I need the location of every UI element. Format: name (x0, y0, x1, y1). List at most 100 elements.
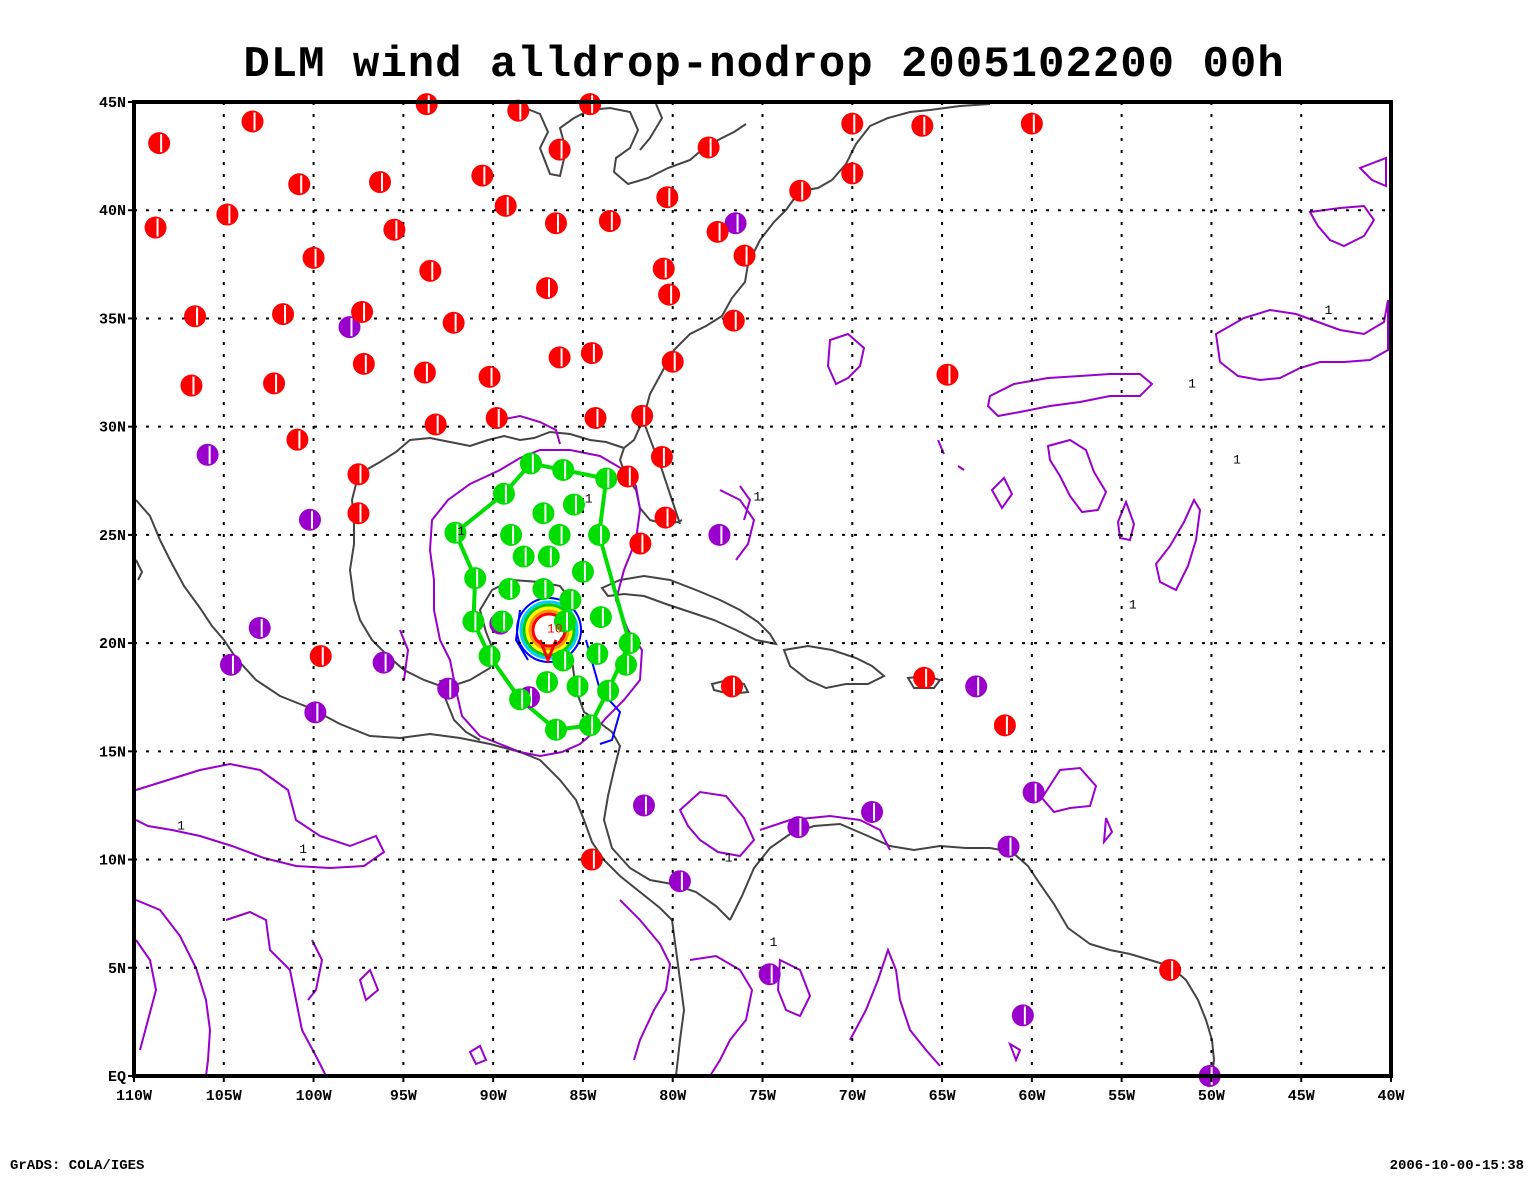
dropsonde-marker (589, 606, 612, 629)
render-timestamp: 2006-10-00-15:38 (1389, 1158, 1524, 1174)
raob-station-marker (144, 216, 167, 239)
surface-station-marker (724, 212, 747, 235)
y-tick-label: 35N (99, 311, 126, 328)
dropsonde-marker (509, 688, 532, 711)
raob-station-marker (216, 203, 239, 226)
raob-station-marker (494, 194, 517, 217)
y-tick-label: EQ (108, 1069, 126, 1086)
dropsonde-marker (588, 523, 611, 546)
lat-lon-grid (134, 102, 1391, 1076)
raob-station-marker (413, 361, 436, 384)
raob-station-marker (288, 173, 311, 196)
dropsonde-marker (552, 649, 575, 672)
raob-station-marker (548, 346, 571, 369)
raob-station-marker (352, 352, 375, 375)
dropsonde-marker (548, 523, 571, 546)
raob-station-marker (661, 350, 684, 373)
raob-station-marker (993, 714, 1016, 737)
x-tick-label: 110W (116, 1088, 152, 1105)
dropsonde-marker (464, 567, 487, 590)
x-tick-label: 40W (1377, 1088, 1404, 1105)
raob-station-marker (347, 502, 370, 525)
surface-station-marker (708, 523, 731, 546)
dropsonde-marker (562, 493, 585, 516)
surface-station-marker (965, 675, 988, 698)
dropsonde-marker (586, 642, 609, 665)
raob-station-marker (658, 283, 681, 306)
raob-station-marker (507, 99, 530, 122)
raob-station-marker (424, 413, 447, 436)
grads-credit: GrADS: COLA/IGES (10, 1158, 145, 1174)
x-tick-label: 60W (1018, 1088, 1045, 1105)
raob-station-marker (148, 132, 171, 155)
raob-station-marker (544, 212, 567, 235)
dropsonde-marker (512, 545, 535, 568)
surface-station-marker (1011, 1004, 1034, 1027)
y-tick-label: 15N (99, 744, 126, 761)
raob-station-marker (598, 210, 621, 233)
raob-station-marker (241, 110, 264, 133)
contour-label: 1 (725, 851, 733, 866)
surface-station-marker (372, 651, 395, 674)
raob-station-marker (1159, 958, 1182, 981)
dropsonde-marker (544, 718, 567, 741)
raob-station-marker (733, 244, 756, 267)
contour-label: 1 (585, 491, 593, 506)
surface-station-marker (1022, 781, 1045, 804)
raob-station-marker (631, 404, 654, 427)
raob-station-marker (911, 114, 934, 137)
y-tick-label: 40N (99, 203, 126, 220)
raob-station-marker (536, 277, 559, 300)
dropsonde-marker (462, 610, 485, 633)
contour-label: 1 (1129, 597, 1137, 612)
station-markers (144, 93, 1221, 1087)
dropsonde-marker (478, 645, 501, 668)
raob-station-marker (789, 179, 812, 202)
raob-station-marker (722, 309, 745, 332)
raob-station-marker (478, 365, 501, 388)
raob-station-marker (369, 171, 392, 194)
x-tick-label: 100W (296, 1088, 332, 1105)
raob-station-marker (1020, 112, 1043, 135)
dropsonde-marker (444, 521, 467, 544)
dropsonde-marker (537, 545, 560, 568)
raob-station-marker (580, 342, 603, 365)
raob-station-marker (184, 305, 207, 328)
surface-station-marker (304, 701, 327, 724)
surface-station-marker (632, 794, 655, 817)
x-tick-label: 45W (1288, 1088, 1315, 1105)
dropsonde-marker (597, 679, 620, 702)
surface-station-marker (437, 677, 460, 700)
dropsonde-marker (559, 588, 582, 611)
raob-station-marker (272, 303, 295, 326)
dropsonde-marker (532, 502, 555, 525)
x-tick-label: 90W (480, 1088, 507, 1105)
raob-station-marker (302, 246, 325, 269)
y-tick-label: 45N (99, 95, 126, 112)
raob-station-marker (841, 112, 864, 135)
raob-station-marker (584, 407, 607, 430)
raob-station-marker (654, 506, 677, 529)
y-tick-label: 10N (99, 853, 126, 870)
dropsonde-marker (618, 632, 641, 655)
contour-label: 1 (177, 818, 185, 833)
raob-station-marker (913, 666, 936, 689)
contour-label: 1 (754, 489, 762, 504)
surface-station-marker (758, 963, 781, 986)
raob-station-marker (383, 218, 406, 241)
x-tick-label: 65W (929, 1088, 956, 1105)
raob-station-marker (697, 136, 720, 159)
x-tick-label: 85W (569, 1088, 596, 1105)
raob-station-marker (720, 675, 743, 698)
map-axes: 110W 105W 100W 95W 90W 85W 80W 75W 70W 65W 60W 55W 5… (99, 95, 1405, 1105)
raob-station-marker (309, 645, 332, 668)
surface-station-marker (861, 800, 884, 823)
dropsonde-marker (536, 671, 559, 694)
surface-station-marker (997, 835, 1020, 858)
raob-station-marker (706, 220, 729, 243)
dropsonde-marker (595, 467, 618, 490)
surface-station-marker (196, 443, 219, 466)
raob-station-marker (650, 445, 673, 468)
contour-label: 1 (299, 842, 307, 857)
